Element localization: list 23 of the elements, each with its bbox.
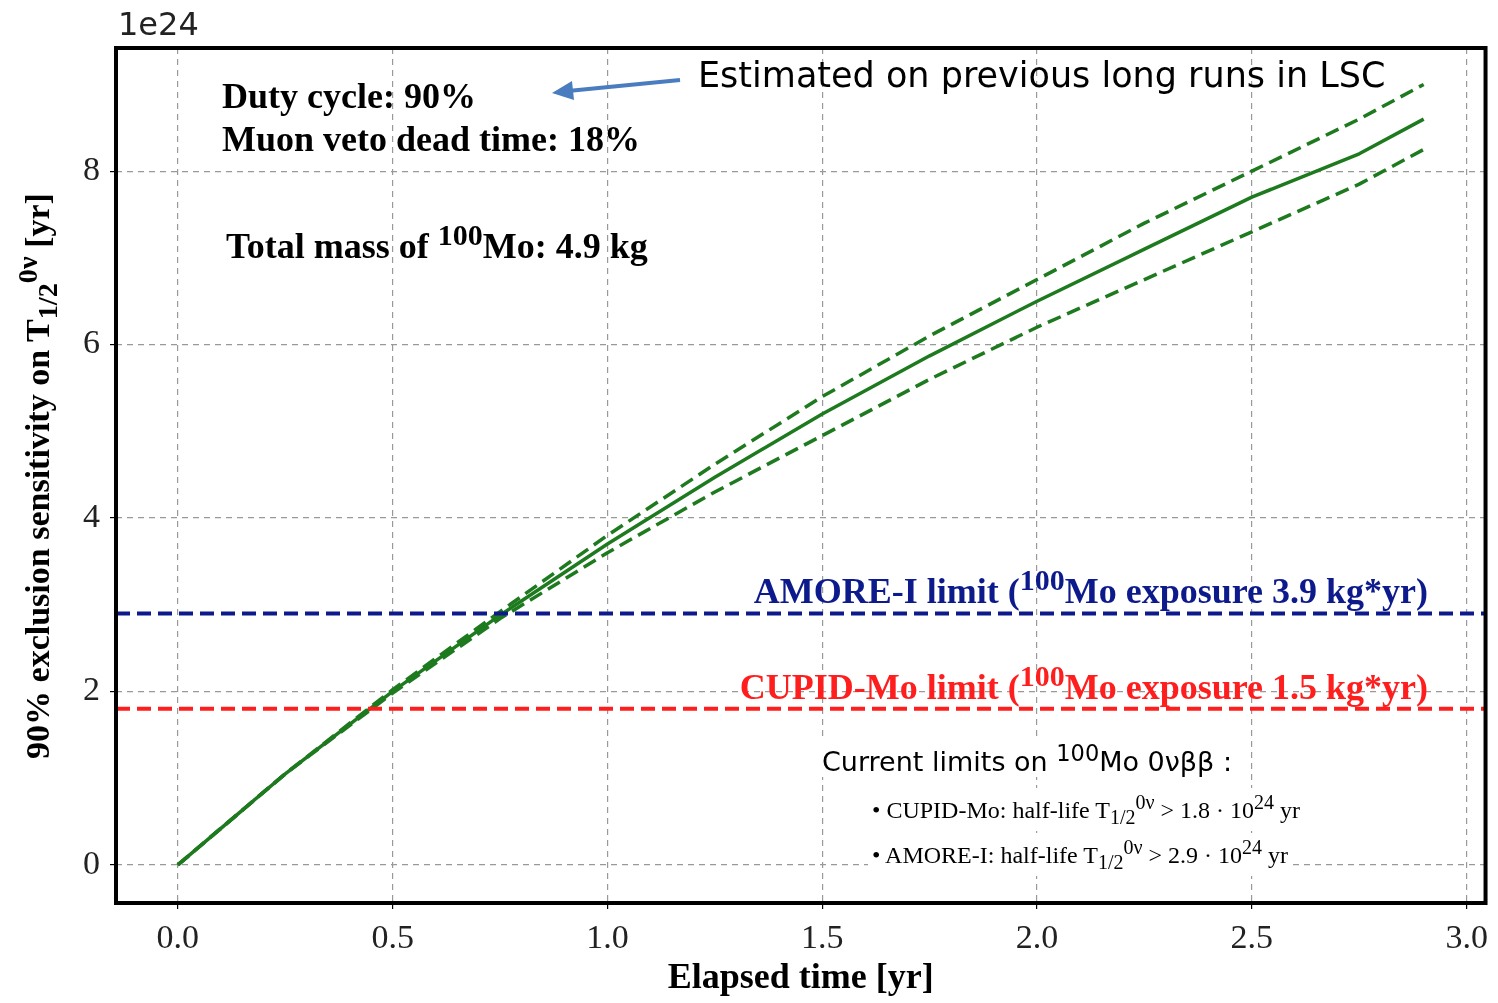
x-axis-title: Elapsed time [yr] — [667, 956, 934, 996]
ref-line-label: AMORE-I limit ($^{100}$Mo exposure 3.9 kg*yr) — [753, 563, 1428, 612]
ref-line-label: CUPID-Mo limit ($^{100}$Mo exposure 1.5 kg*yr) — [739, 658, 1428, 707]
annotation: Current limits on $^{100}$Mo 0νββ : — [818, 740, 1237, 777]
x-tick-label: 0.5 — [371, 918, 414, 956]
annotation: Duty cycle: 90% — [222, 76, 476, 116]
annotation: • CUPID-Mo: half-life T$_{1/2}$$^{0ν}$ > 1.8 · 10$^{24}$ yr — [868, 788, 1305, 831]
y-tick-label: 8 — [83, 150, 100, 188]
x-tick-label: 1.0 — [586, 918, 629, 956]
annotation: Total mass of $^{100}$Mo: 4.9 kg — [226, 218, 648, 266]
annotation: • AMORE-I: half-life T$_{1/2}$$^{0ν}$ > 2.9 · 10$^{24}$ yr — [868, 833, 1293, 876]
x-tick-label: 3.0 — [1445, 918, 1488, 956]
y-tick-label: 4 — [83, 496, 100, 534]
annotation: Estimated on previous long runs in LSC — [698, 55, 1386, 95]
x-tick-label: 1.5 — [801, 918, 844, 956]
y-tick-label: 6 — [83, 323, 100, 361]
y-tick-label: 0 — [83, 843, 100, 881]
x-tick-label: 2.5 — [1230, 918, 1274, 956]
annotation: Muon veto dead time: 18% — [222, 119, 640, 159]
x-tick-label: 0.0 — [156, 918, 200, 956]
y-tick-label: 2 — [83, 670, 100, 708]
x-tick-label: 2.0 — [1015, 918, 1059, 956]
text: 1e24 — [118, 5, 199, 43]
